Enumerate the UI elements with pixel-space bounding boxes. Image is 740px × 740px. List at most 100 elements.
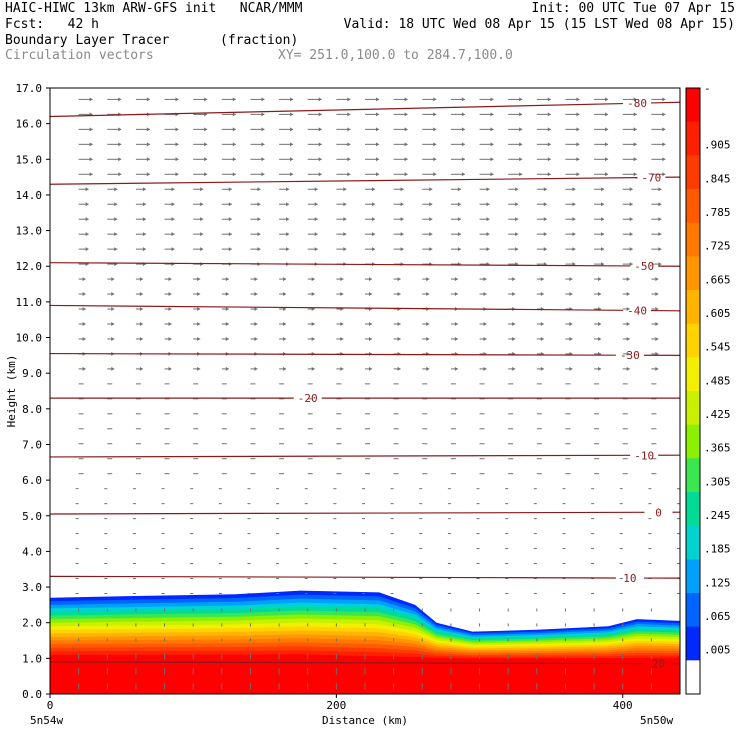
colorbar-swatch — [686, 155, 700, 190]
circulation-vector — [78, 321, 86, 326]
circulation-vector — [365, 142, 379, 147]
header-forecast-hour: Fcst: 42 h — [5, 17, 99, 32]
circulation-vector — [565, 232, 576, 237]
circulation-vector — [164, 292, 172, 297]
circulation-vector — [307, 277, 315, 282]
circulation-vector — [307, 247, 318, 252]
circulation-vector — [307, 172, 322, 177]
contour-label: -20 — [298, 392, 318, 405]
circulation-vector — [78, 172, 93, 177]
x-axis-label: Distance (km) — [322, 714, 408, 727]
circulation-vector — [622, 292, 630, 297]
circulation-vector — [135, 157, 150, 162]
circulation-vector — [450, 112, 465, 117]
circulation-vector — [164, 307, 172, 312]
temperature-contour — [651, 101, 680, 104]
circulation-vector — [393, 97, 408, 102]
circulation-vector — [164, 321, 172, 326]
circulation-vector — [536, 366, 544, 371]
circulation-vector — [479, 97, 494, 102]
circulation-vector — [450, 292, 458, 297]
circulation-vector — [565, 157, 580, 162]
circulation-vector — [107, 217, 118, 222]
circulation-vector — [479, 247, 490, 252]
colorbar-swatch — [686, 290, 700, 325]
circulation-vector — [422, 157, 437, 162]
circulation-vector — [365, 97, 379, 102]
colorbar-label: .005 — [704, 644, 731, 657]
circulation-vector — [508, 232, 519, 237]
circulation-vector — [422, 247, 433, 252]
circulation-vector — [193, 217, 204, 222]
circulation-vector — [450, 217, 461, 222]
circulation-vector — [479, 232, 490, 237]
circulation-vector — [479, 366, 487, 371]
circulation-vector — [565, 321, 573, 326]
header-vector-field: Circulation vectors — [5, 48, 154, 63]
circulation-vector — [279, 321, 287, 326]
circulation-vector — [164, 142, 179, 147]
circulation-vector — [450, 232, 461, 237]
circulation-vector — [135, 321, 143, 326]
circulation-vector — [479, 202, 490, 207]
circulation-vector — [565, 172, 580, 177]
circulation-vector — [221, 307, 229, 312]
circulation-vector — [622, 321, 630, 326]
circulation-vector — [78, 157, 93, 162]
header-field-name: Boundary Layer Tracer — [5, 33, 170, 48]
circulation-vector — [365, 127, 379, 132]
circulation-vector — [422, 187, 433, 192]
circulation-vector — [135, 366, 143, 371]
y-tick-label: 16.0 — [16, 118, 43, 131]
circulation-vector — [336, 217, 347, 222]
circulation-vector — [594, 127, 609, 132]
circulation-vector — [422, 142, 437, 147]
circulation-vector — [508, 157, 523, 162]
y-tick-label: 2.0 — [22, 617, 42, 630]
circulation-vector — [651, 262, 662, 267]
circulation-vector — [594, 292, 602, 297]
circulation-vector — [450, 187, 461, 192]
circulation-vector — [594, 157, 609, 162]
y-tick-label: 8.0 — [22, 403, 42, 416]
circulation-vector — [279, 97, 294, 102]
circulation-vector — [508, 336, 516, 341]
y-tick-label: 15.0 — [16, 153, 43, 166]
circulation-vector — [78, 202, 89, 207]
circulation-vector — [221, 366, 229, 371]
circulation-vector — [250, 247, 261, 252]
circulation-vector — [594, 336, 602, 341]
circulation-vector — [365, 172, 379, 177]
colorbar-swatch — [686, 593, 700, 628]
circulation-vector — [365, 247, 375, 252]
circulation-vector — [479, 157, 494, 162]
circulation-vector — [107, 142, 122, 147]
circulation-vector — [536, 112, 551, 117]
circulation-vector — [164, 277, 172, 282]
circulation-vector — [250, 142, 265, 147]
circulation-vector — [336, 142, 351, 147]
circulation-vector — [479, 277, 487, 282]
circulation-vector — [393, 112, 408, 117]
circulation-vector — [279, 112, 294, 117]
circulation-vector — [250, 127, 265, 132]
circulation-vector — [651, 232, 662, 237]
circulation-vector — [365, 336, 372, 341]
circulation-vector — [135, 127, 150, 132]
circulation-vector — [193, 307, 201, 312]
circulation-vector — [78, 307, 86, 312]
circulation-vector — [479, 292, 487, 297]
circulation-vector — [336, 336, 344, 341]
circulation-vector — [594, 232, 605, 237]
circulation-vector — [651, 187, 662, 192]
temperature-contour — [50, 102, 624, 118]
circulation-vector — [622, 232, 633, 237]
circulation-vector — [164, 202, 175, 207]
circulation-vector — [594, 187, 605, 192]
contour-label: 0 — [655, 506, 662, 519]
circulation-vector — [164, 187, 175, 192]
circulation-vector — [107, 336, 115, 341]
circulation-vector — [393, 277, 401, 282]
colorbar-swatch — [686, 189, 700, 224]
colorbar-label: .785 — [704, 206, 731, 219]
